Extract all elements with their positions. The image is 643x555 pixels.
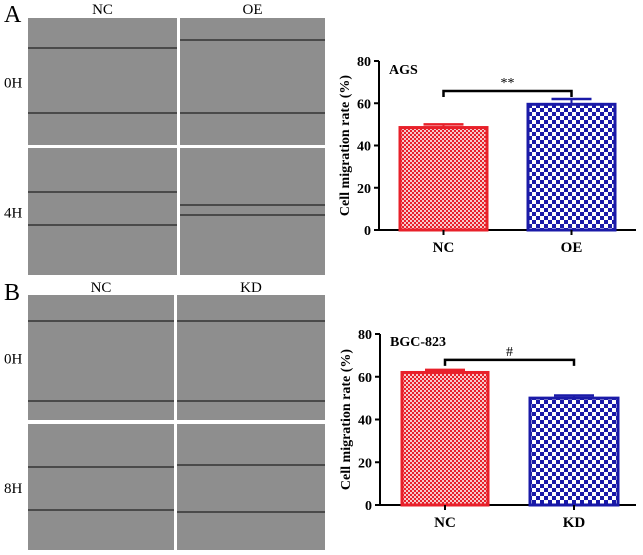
y-tick-label: 0 — [365, 499, 372, 514]
y-tick-label: 60 — [358, 371, 372, 386]
significance-bracket — [442, 89, 573, 98]
x-tick-label: NC — [434, 515, 456, 531]
micrograph-image — [28, 148, 177, 275]
bar-chart-2: 0 20 40 60 80 Cell migration rate (%) BGC-823 N… — [339, 328, 636, 531]
row-label: 4H — [4, 206, 23, 222]
x-tick-label: KD — [563, 515, 586, 531]
significance-marker: ** — [501, 76, 515, 91]
x-tick-label: NC — [433, 240, 455, 256]
y-tick-label: 40 — [357, 140, 371, 155]
bar-oe — [526, 102, 617, 232]
y-tick-label: 60 — [357, 97, 371, 112]
micrograph-image — [28, 295, 174, 420]
bar-nc — [398, 126, 489, 232]
micrograph-image — [28, 18, 177, 145]
y-tick-label: 0 — [364, 224, 371, 239]
bar-chart-1: 0 20 40 60 80 Cell migration rate (%) AGS NC OE *… — [338, 55, 636, 256]
panel-letter: B — [4, 280, 20, 306]
panel-letter: A — [4, 2, 22, 28]
y-tick-label: 80 — [358, 328, 372, 343]
x-tick-label: OE — [561, 240, 583, 256]
column-label: KD — [240, 280, 262, 296]
y-tick-label: 80 — [357, 55, 371, 70]
micrograph-image — [180, 18, 325, 145]
y-tick-label: 20 — [357, 182, 371, 197]
chart-title: AGS — [389, 63, 418, 78]
row-label: 0H — [4, 352, 23, 368]
y-axis-label: Cell migration rate (%) — [339, 349, 354, 490]
micrograph-image — [177, 424, 325, 550]
micrograph-image — [180, 148, 325, 275]
y-tick-label: 20 — [358, 456, 372, 471]
chart-title: BGC-823 — [390, 335, 446, 350]
row-label: 8H — [4, 481, 23, 497]
significance-marker: # — [506, 345, 513, 360]
row-label: 0H — [4, 76, 23, 92]
column-label: NC — [92, 2, 113, 18]
y-tick-label: 40 — [358, 414, 372, 429]
micrograph-image — [177, 295, 325, 420]
micrograph-image — [28, 424, 174, 550]
significance-bracket — [443, 358, 576, 366]
column-label: OE — [243, 2, 263, 18]
bar-nc — [400, 370, 490, 507]
bar-kd — [528, 396, 620, 507]
y-axis-label: Cell migration rate (%) — [338, 75, 353, 216]
column-label: NC — [91, 280, 112, 296]
